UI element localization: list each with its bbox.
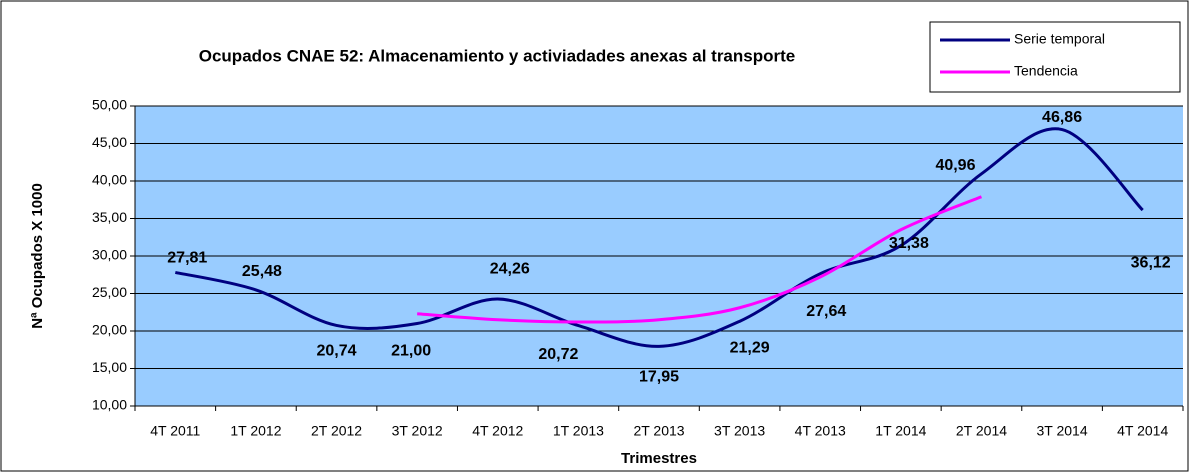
y-tick-label: 40,00 <box>92 172 127 188</box>
data-label: 20,74 <box>317 343 357 360</box>
x-tick-label: 4T 2012 <box>472 423 523 439</box>
data-label: 21,29 <box>730 340 770 357</box>
x-axis-label: Trimestres <box>621 450 697 467</box>
data-label: 24,26 <box>490 260 530 277</box>
x-tick-label: 2T 2014 <box>956 423 1007 439</box>
y-tick-label: 10,00 <box>92 397 127 413</box>
data-label: 27,64 <box>806 303 846 320</box>
legend-box <box>929 21 1181 93</box>
legend-label: Serie temporal <box>1014 31 1105 47</box>
series-line <box>174 127 1144 348</box>
x-tick-label: 3T 2014 <box>1037 423 1088 439</box>
y-tick-label: 30,00 <box>92 247 127 263</box>
chart-title: Ocupados CNAE 52: Almacenamiento y activ… <box>199 46 795 65</box>
data-label: 20,72 <box>538 346 578 363</box>
y-tick-label: 20,00 <box>92 322 127 338</box>
y-tick-label: 15,00 <box>92 359 127 375</box>
x-tick-label: 3T 2013 <box>714 423 765 439</box>
x-tick-label: 4T 2014 <box>1117 423 1168 439</box>
x-tick-label: 2T 2012 <box>311 423 362 439</box>
data-label: 31,38 <box>889 235 929 252</box>
legend-label: Tendencia <box>1014 63 1078 79</box>
x-tick-label: 1T 2014 <box>875 423 926 439</box>
data-label: 40,96 <box>935 157 975 174</box>
x-tick-label: 3T 2012 <box>392 423 443 439</box>
data-label: 17,95 <box>639 369 679 386</box>
data-label: 21,00 <box>391 343 431 360</box>
data-label: 36,12 <box>1131 254 1171 271</box>
series-line <box>417 195 983 324</box>
y-tick-label: 35,00 <box>92 209 127 225</box>
y-tick-label: 45,00 <box>92 134 127 150</box>
data-label: 46,86 <box>1042 109 1082 126</box>
y-axis-label: Nª Ocupados X 1000 <box>29 183 46 329</box>
x-tick-label: 2T 2013 <box>633 423 684 439</box>
x-tick-label: 1T 2012 <box>230 423 281 439</box>
x-tick-label: 1T 2013 <box>553 423 604 439</box>
x-tick-label: 4T 2011 <box>150 423 200 439</box>
x-tick-label: 4T 2013 <box>795 423 846 439</box>
data-label: 27,81 <box>167 250 207 267</box>
y-tick-label: 25,00 <box>92 284 127 300</box>
y-tick-label: 50,00 <box>92 97 127 113</box>
data-label: 25,48 <box>242 263 282 280</box>
